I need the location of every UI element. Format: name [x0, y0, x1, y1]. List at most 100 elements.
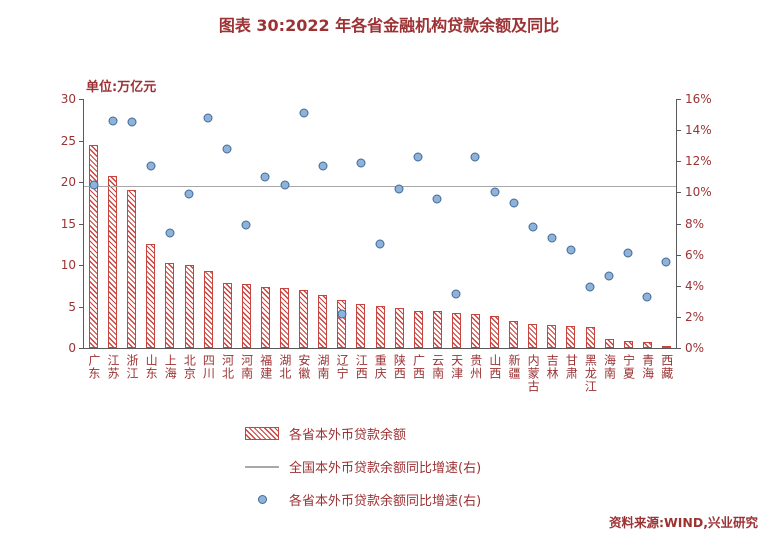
bar: [165, 262, 175, 348]
scatter-dot: [146, 161, 156, 171]
legend-dot-swatch-box: [245, 495, 279, 504]
y-tick-mark-left: [79, 306, 83, 308]
y-axis-tick-label-left: 25: [60, 133, 76, 148]
bar: [89, 144, 99, 348]
y-tick-mark-left: [79, 182, 83, 183]
bar: [203, 270, 213, 348]
x-axis-label: 内蒙古: [526, 354, 541, 393]
bar: [222, 283, 232, 348]
y-axis-tick-label-right: 12%: [685, 154, 712, 169]
x-axis-label: 安徽: [296, 354, 311, 380]
x-axis-label: 海南: [602, 354, 617, 380]
x-axis-label: 甘肃: [564, 354, 579, 380]
bar: [432, 311, 442, 348]
y-tick-mark-left: [79, 223, 83, 225]
axis-unit-label: 单位:万亿元: [86, 80, 157, 95]
scatter-dot: [528, 222, 538, 232]
y-axis-tick-label-left: 10: [60, 258, 76, 272]
bar: [642, 342, 652, 348]
legend-label: 各省本外币贷款余额: [289, 428, 407, 443]
x-axis-label: 上海: [163, 354, 178, 380]
scatter-dot: [337, 309, 347, 319]
legend-item-line: 全国本外币贷款余额同比增速(右): [245, 457, 481, 476]
bar: [127, 190, 137, 348]
x-axis-label: 河南: [239, 354, 254, 380]
bar: [280, 288, 290, 348]
scatter-dot: [203, 113, 213, 123]
bar: [528, 323, 538, 348]
x-axis-label: 福建: [258, 354, 273, 380]
x-axis-label: 贵州: [468, 354, 483, 380]
x-axis-label: 湖北: [277, 354, 292, 380]
x-axis-label: 天津: [449, 354, 464, 380]
scatter-dot: [184, 189, 194, 199]
legend: 各省本外币贷款余额 全国本外币贷款余额同比增速(右) 各省本外币贷款余额同比增速…: [245, 424, 481, 509]
legend-bar-swatch-box: [245, 427, 279, 440]
bar: [184, 265, 194, 348]
y-tick-mark-right: [677, 285, 681, 287]
x-axis-label: 宁夏: [621, 354, 636, 380]
y-tick-mark-left: [79, 348, 83, 349]
x-axis-label: 广东: [86, 354, 101, 380]
scatter-dot: [108, 116, 118, 126]
x-axis-label: 山西: [487, 354, 502, 380]
scatter-dot: [509, 198, 519, 208]
x-axis-label: 吉林: [545, 354, 560, 380]
scatter-dot: [260, 172, 270, 182]
scatter-dot: [547, 233, 557, 242]
scatter-dot: [241, 220, 251, 230]
scatter-dot: [604, 271, 614, 281]
x-axis-label: 辽宁: [335, 354, 350, 380]
y-axis-tick-label-left: 0: [68, 341, 76, 355]
x-axis-label: 北京: [182, 354, 197, 380]
legend-item-bar: 各省本外币贷款余额: [245, 424, 481, 443]
x-axis-label: 四川: [201, 354, 216, 380]
y-axis-tick-label-right: 8%: [685, 216, 705, 231]
y-tick-mark-right: [677, 99, 681, 100]
bar: [547, 324, 557, 348]
scatter-dot: [661, 257, 671, 267]
bar: [623, 340, 633, 348]
x-axis-label: 广西: [411, 354, 426, 380]
x-axis-label: 湖南: [316, 354, 330, 380]
x-axis-label: 江西: [354, 354, 369, 380]
scatter-dot: [318, 161, 328, 171]
y-tick-mark-left: [79, 140, 83, 142]
y-axis-tick-label-right: 10%: [685, 185, 712, 200]
bar: [108, 176, 118, 348]
scatter-dot: [375, 239, 385, 249]
bar: [318, 294, 328, 348]
bar: [566, 326, 576, 348]
y-tick-mark-right: [677, 223, 681, 225]
scatter-dot: [413, 152, 423, 162]
bar: [413, 310, 423, 348]
y-axis-tick-label-left: 15: [60, 216, 76, 231]
scatter-dot: [89, 180, 99, 190]
y-tick-mark-left: [79, 99, 83, 100]
y-axis-tick-label-right: 14%: [685, 123, 712, 138]
y-tick-mark-right: [677, 254, 681, 256]
y-tick-mark-right: [677, 316, 681, 318]
scatter-dot: [165, 228, 175, 238]
x-axis-label: 山东: [144, 354, 159, 380]
y-axis-line: [83, 99, 84, 348]
bar: [241, 284, 251, 348]
y-axis-tick-label-left: 20: [60, 175, 76, 189]
y-axis-tick-label-right: 2%: [685, 309, 705, 324]
y-tick-mark-right: [677, 192, 681, 194]
scatter-dot: [642, 292, 652, 302]
x-axis-label: 陕西: [392, 354, 407, 380]
national-growth-line: [84, 186, 676, 188]
dot-swatch: [257, 495, 267, 504]
bar: [260, 286, 270, 348]
bar: [356, 304, 366, 348]
y-axis-tick-label-right: 0%: [685, 341, 705, 355]
scatter-dot: [127, 117, 137, 127]
scatter-dot: [585, 282, 595, 292]
y-axis-tick-label-left: 5: [68, 299, 76, 314]
scatter-dot: [432, 194, 442, 204]
y-tick-mark-right: [677, 130, 681, 132]
y-tick-mark-left: [79, 265, 83, 266]
